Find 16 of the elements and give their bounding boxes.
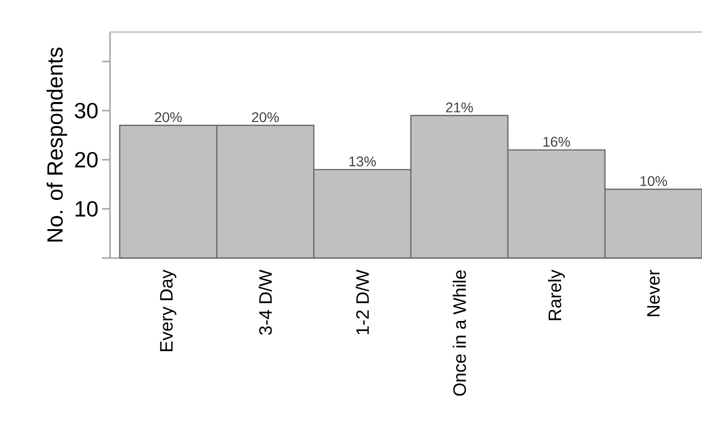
annotation: 13% xyxy=(349,156,376,166)
y-axis-title: No. of Respondents xyxy=(46,48,68,242)
x-tick-label: Rarely xyxy=(548,270,565,320)
annotation: 20% xyxy=(154,112,182,122)
x-tick-label: 3-4 D/W xyxy=(258,270,272,335)
annotation: 16% xyxy=(543,136,570,147)
y-tick-label: 10 xyxy=(76,201,98,217)
x-tick-label: Every Day xyxy=(160,270,176,352)
x-tick-label: 1-2 D/W xyxy=(356,270,369,334)
x-tick-label: Once in a While xyxy=(452,270,466,396)
y-tick-label: 30 xyxy=(74,102,98,118)
annotation: 21% xyxy=(446,102,473,112)
x-tick-label: Never xyxy=(647,270,660,316)
y-tick-label: 20 xyxy=(75,152,98,168)
annotation: 10% xyxy=(640,176,667,186)
annotation: 20% xyxy=(252,112,279,122)
